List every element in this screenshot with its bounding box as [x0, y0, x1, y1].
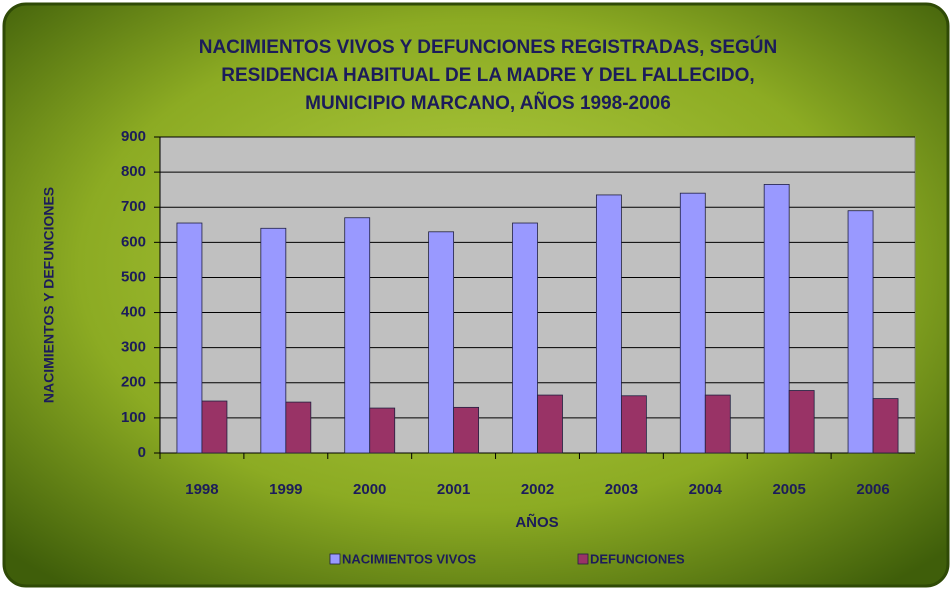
legend-swatch: [577, 553, 589, 565]
bar: [428, 231, 455, 454]
bar: [872, 398, 899, 454]
x-tick-label: 2005: [772, 481, 805, 498]
legend-swatch: [329, 553, 341, 565]
bar: [595, 194, 622, 454]
bar: [344, 217, 371, 454]
x-tick-label: 2006: [856, 481, 889, 498]
bar: [704, 394, 731, 454]
bar: [176, 222, 203, 454]
legend-label: NACIMIENTOS VIVOS: [342, 551, 476, 566]
legend-label: DEFUNCIONES: [590, 551, 685, 566]
y-tick-label: 600: [121, 233, 146, 250]
x-axis-label: AÑOS: [515, 513, 558, 531]
bar: [679, 192, 706, 454]
bar: [537, 394, 563, 454]
bar: [453, 406, 480, 454]
chart-title: MUNICIPIO MARCANO, AÑOS 1998-2006: [305, 92, 671, 114]
bar: [512, 222, 538, 454]
bar: [763, 183, 790, 454]
y-tick-label: 400: [121, 304, 146, 321]
y-tick-label: 200: [121, 374, 146, 391]
y-tick-label: 800: [121, 163, 146, 180]
x-tick-label: 2000: [353, 481, 386, 498]
y-tick-label: 500: [121, 268, 146, 285]
bar: [847, 210, 874, 454]
bar: [260, 227, 287, 454]
bar: [788, 390, 815, 454]
y-tick-label: 300: [121, 339, 146, 356]
x-tick-label: 1998: [185, 481, 218, 498]
bar: [369, 407, 396, 454]
chart-title: NACIMIENTOS VIVOS Y DEFUNCIONES REGISTRA…: [199, 36, 778, 58]
bar: [201, 400, 228, 454]
y-tick-label: 700: [121, 198, 146, 215]
x-tick-label: 2001: [437, 481, 470, 498]
y-tick-label: 0: [138, 444, 146, 461]
y-tick-label: 100: [121, 409, 146, 426]
x-tick-label: 2003: [605, 481, 638, 498]
bar: [285, 401, 312, 454]
x-tick-label: 2002: [521, 481, 554, 498]
x-tick-label: 1999: [269, 481, 302, 498]
chart-title: RESIDENCIA HABITUAL DE LA MADRE Y DEL FA…: [221, 65, 754, 86]
y-axis-label: NACIMIENTOS Y DEFUNCIONES: [41, 187, 57, 403]
bar: [620, 395, 647, 454]
y-tick-label: 900: [121, 128, 146, 145]
x-tick-label: 2004: [689, 481, 723, 498]
